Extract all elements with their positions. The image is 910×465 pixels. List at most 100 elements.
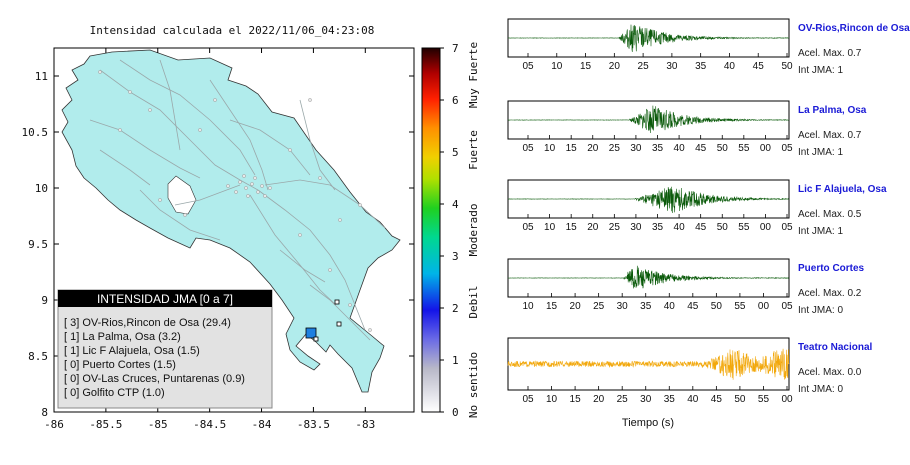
station-name: Puerto Cortes bbox=[798, 263, 865, 274]
colorbar-tick-label: 6 bbox=[452, 94, 459, 107]
station-jma-intensity: Int JMA: 1 bbox=[798, 147, 844, 158]
town-dot bbox=[298, 233, 302, 237]
town-dot bbox=[368, 328, 372, 332]
colorbar-tick-label: 2 bbox=[452, 302, 459, 315]
seismogram-tick-label: 50 bbox=[734, 394, 746, 405]
seismogram-tick-label: 30 bbox=[630, 222, 642, 233]
town-dot bbox=[183, 213, 187, 217]
road bbox=[174, 184, 241, 206]
seismogram-trace bbox=[507, 186, 790, 214]
seismogram-tick-label: 15 bbox=[570, 394, 582, 405]
intensity-colorbar: 0 1 2 3 4 5 6 7 No sentido Debil Moderado Fuerte Mu… bbox=[421, 42, 480, 419]
station-name: OV-Rios,Rincon de Osa bbox=[798, 23, 910, 34]
seismogram-tick-label: 50 bbox=[717, 222, 729, 233]
seismogram-trace bbox=[507, 24, 790, 52]
seismogram-tick-label: 45 bbox=[695, 143, 707, 154]
seismogram-tick-label: 15 bbox=[546, 301, 558, 312]
seismogram-tick-label: 05 bbox=[522, 143, 534, 154]
seismogram-tick-label: 40 bbox=[687, 394, 699, 405]
seismogram-tick-label: 15 bbox=[566, 143, 578, 154]
road bbox=[299, 99, 336, 191]
road bbox=[159, 59, 181, 151]
seismogram-tick-label: 25 bbox=[593, 301, 605, 312]
seismogram-tick-label: 20 bbox=[587, 143, 599, 154]
map-xtick-label: -85 bbox=[148, 418, 168, 431]
road bbox=[209, 79, 269, 191]
station-marker-puerto-cortes bbox=[313, 336, 319, 342]
legend-item: [ 1] La Palma, Osa (3.2) bbox=[64, 331, 181, 343]
seismogram-tick-label: 25 bbox=[609, 222, 621, 233]
seismogram-panel: 05 10 15 20 25 30 35 40 45 50 bbox=[507, 18, 793, 72]
station-marker-la-palma bbox=[334, 299, 340, 305]
road-network bbox=[89, 59, 386, 341]
seismogram-tick-label: 25 bbox=[609, 143, 621, 154]
seismogram-tick-label: 20 bbox=[609, 61, 621, 72]
map-frame bbox=[53, 47, 415, 413]
seismogram-tick-label: 05 bbox=[781, 222, 793, 233]
map-ytick-label: 9.5 bbox=[28, 238, 48, 251]
town-dot bbox=[158, 198, 162, 202]
colorbar-tick-label: 3 bbox=[452, 250, 459, 263]
seismogram-tick-label: 35 bbox=[664, 394, 676, 405]
town-dot bbox=[118, 128, 122, 132]
seismogram-tick-label: 55 bbox=[738, 222, 750, 233]
seismogram-tick-label: 45 bbox=[711, 394, 723, 405]
road bbox=[257, 189, 366, 331]
town-dot bbox=[256, 190, 260, 194]
colorbar-gradient bbox=[421, 47, 441, 413]
station-name: Teatro Nacional bbox=[798, 342, 873, 353]
legend-item: [ 0] OV-Las Cruces, Puntarenas (0.9) bbox=[64, 373, 245, 385]
legend-item: [ 0] Puerto Cortes (1.5) bbox=[64, 359, 176, 371]
town-dot bbox=[98, 70, 102, 74]
town-dot bbox=[244, 186, 248, 190]
legend-item: [ 0] Golfito CTP (1.0) bbox=[64, 387, 165, 399]
station-max-accel: Acel. Max. 0.7 bbox=[798, 48, 862, 59]
map-ytick-label: 10.5 bbox=[22, 126, 49, 139]
road bbox=[139, 189, 221, 241]
town-dot bbox=[268, 186, 272, 190]
town-markers bbox=[98, 70, 372, 332]
road bbox=[229, 119, 311, 176]
seismogram-tick-label: 35 bbox=[652, 143, 664, 154]
seismogram-tick-label: 55 bbox=[758, 394, 770, 405]
colorbar-level-label: Moderado bbox=[467, 204, 480, 257]
road bbox=[99, 149, 151, 186]
map-xtick-label: -84.5 bbox=[193, 418, 226, 431]
town-dot bbox=[288, 148, 292, 152]
road bbox=[264, 179, 386, 229]
legend-item: [ 3] OV-Rios,Rincon de Osa (29.4) bbox=[64, 317, 231, 329]
map-axes: -86 -85.5 -85 -84.5 -84 -83.5 -83 8 8.5 9 9.5 10 10.… bbox=[22, 48, 414, 431]
map-content bbox=[61, 49, 401, 393]
seismogram-tick-label: 15 bbox=[580, 61, 592, 72]
colorbar-level-label: No sentido bbox=[467, 352, 480, 418]
seismogram-tick-label: 35 bbox=[695, 61, 707, 72]
station-jma-intensity: Int JMA: 0 bbox=[798, 384, 844, 395]
map-ytick-label: 8.5 bbox=[28, 350, 48, 363]
legend-items: [ 3] OV-Rios,Rincon de Osa (29.4) [ 1] La… bbox=[64, 317, 245, 399]
seismogram-tick-label: 40 bbox=[674, 222, 686, 233]
seismogram-tick-label: 35 bbox=[640, 301, 652, 312]
seismogram-tick-label: 35 bbox=[652, 222, 664, 233]
town-dot bbox=[234, 190, 238, 194]
colorbar-level-label: Fuerte bbox=[467, 130, 480, 170]
town-dot bbox=[263, 194, 267, 198]
town-dot bbox=[358, 203, 362, 207]
station-marker-alajuela bbox=[336, 321, 342, 327]
seismogram-xlabel: Tiempo (s) bbox=[622, 417, 674, 429]
seismogram-tick-label: 55 bbox=[734, 301, 746, 312]
station-jma-intensity: Int JMA: 1 bbox=[798, 65, 844, 76]
town-dot bbox=[318, 176, 322, 180]
seismogram-tick-label: 50 bbox=[711, 301, 723, 312]
seismogram-tick-label: 50 bbox=[781, 61, 793, 72]
colorbar-tick-label: 4 bbox=[452, 198, 459, 211]
seismogram-tick-label: 05 bbox=[522, 394, 534, 405]
seismogram-tick-label: 05 bbox=[781, 143, 793, 154]
colorbar-tick-label: 1 bbox=[452, 354, 459, 367]
seismogram-tick-label: 10 bbox=[522, 301, 534, 312]
colorbar-level-label: Muy Fuerte bbox=[467, 42, 480, 108]
map-title: Intensidad calculada el 2022/11/06_04:23… bbox=[90, 24, 375, 37]
map-xtick-label: -84 bbox=[252, 418, 272, 431]
seismogram-tick-label: 45 bbox=[687, 301, 699, 312]
town-dot bbox=[348, 303, 352, 307]
